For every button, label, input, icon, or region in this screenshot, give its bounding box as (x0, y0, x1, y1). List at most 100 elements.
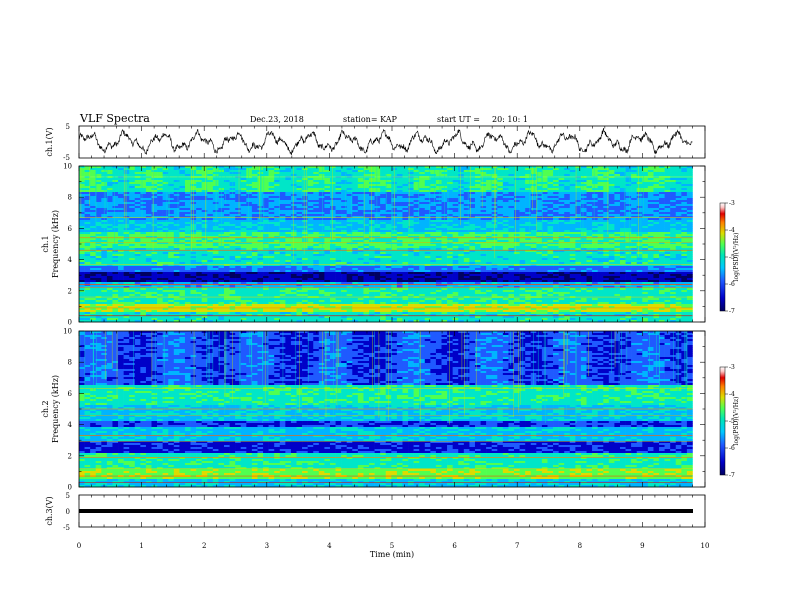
spectrogram-cell (441, 220, 448, 223)
spectrogram-cell (413, 218, 420, 221)
spectrogram-cell (207, 198, 214, 201)
spectrogram-cell (435, 236, 442, 239)
spectrogram-cell (168, 188, 175, 191)
spectrogram-cell (129, 222, 136, 225)
spectrogram-cell (575, 246, 582, 249)
spectrogram-cell (686, 244, 693, 247)
spectrogram-cell (636, 202, 643, 205)
spectrogram-cell (118, 170, 124, 173)
spectrogram-cell (79, 230, 85, 233)
spectrogram-cell (441, 240, 448, 243)
spectrogram-cell (118, 228, 124, 231)
spectrogram-cell (123, 244, 130, 247)
spectrogram-cell (675, 228, 682, 231)
spectrogram-cell (357, 182, 364, 185)
spectrogram-cell (162, 218, 169, 221)
spectrogram-cell (173, 170, 180, 173)
spectrogram-cell (396, 190, 403, 193)
spectrogram-cell (541, 240, 548, 243)
spectrogram-cell (575, 210, 582, 213)
spectrogram-cell (474, 182, 481, 185)
spectrogram-cell (346, 238, 353, 241)
spectrogram-cell (659, 234, 665, 237)
spectrogram-cell (514, 246, 520, 249)
spectrogram-cell (396, 186, 403, 189)
spectrogram-cell (530, 240, 537, 243)
spectrogram-cell (391, 238, 398, 241)
spectrogram-cell (564, 208, 571, 211)
spectrogram-cell (469, 168, 476, 171)
spectrogram-cell (95, 238, 102, 241)
spectrogram-cell (346, 250, 353, 253)
spectrogram-cell (207, 216, 214, 219)
spectrogram-cell (575, 248, 582, 251)
spectrogram-cell (608, 178, 615, 181)
spectrogram-cell (357, 244, 364, 247)
spectrogram-cell (324, 230, 331, 233)
spectrogram-cell (631, 252, 638, 255)
spectrogram-cell (486, 234, 493, 237)
spectrogram-cell (653, 202, 660, 205)
spectrogram-cell (653, 214, 660, 217)
spectrogram-cell (79, 244, 85, 247)
spectrogram-cell (447, 200, 453, 203)
spectrogram-cell (653, 200, 660, 203)
spectrogram-cell (173, 202, 180, 205)
spectrogram-cell (123, 218, 130, 221)
spectrogram-cell (352, 166, 359, 169)
spectrogram-cell (402, 172, 409, 175)
spectrogram-cell (335, 170, 342, 173)
spectrogram-cell (201, 208, 208, 211)
spectrogram-cell (268, 222, 275, 225)
spectrogram-cell (129, 218, 136, 221)
spectrogram-cell (558, 246, 565, 249)
spectrogram-cell (346, 216, 353, 219)
spectrogram-cell (597, 192, 604, 195)
spectrogram-cell (452, 174, 459, 177)
spectrogram-cell (664, 194, 671, 197)
spectrogram-cell (251, 204, 258, 207)
spectrogram-cell (547, 206, 554, 209)
spectrogram-cell (670, 186, 677, 189)
spectrogram-cell (251, 196, 258, 199)
spectrogram-cell (547, 202, 554, 205)
spectrogram-cell (447, 250, 453, 253)
spectrogram-cell (157, 210, 163, 213)
spectrogram-cell (302, 216, 308, 219)
spectrogram-cell (681, 212, 688, 215)
spectrogram-cell (106, 244, 113, 247)
spectrogram-cell (391, 250, 398, 253)
spectrogram-cell (190, 254, 197, 257)
spectrogram-cell (664, 174, 671, 177)
spectrogram-cell (179, 220, 186, 223)
spectrogram-cell (575, 172, 582, 175)
spectrogram-cell (201, 214, 208, 217)
spectrogram-cell (447, 174, 453, 177)
spectrogram-cell (268, 182, 275, 185)
spectrogram-cell (279, 222, 286, 225)
spectrogram-cell (608, 228, 615, 231)
spectrogram-cell (190, 242, 197, 245)
spectrogram-cell (335, 226, 342, 229)
spectrogram-cell (502, 172, 509, 175)
spectrogram-cell (608, 172, 615, 175)
spectrogram-cell (458, 198, 465, 201)
spectrogram-cell (285, 202, 292, 205)
spectrogram-cell (452, 222, 459, 225)
spectrogram-cell (363, 170, 370, 173)
spectrogram-cell (140, 230, 147, 233)
spectrogram-cell (324, 200, 331, 203)
spectrogram-cell (235, 198, 242, 201)
spectrogram-cell (424, 246, 431, 249)
spectrogram-cell (530, 174, 537, 177)
spectrogram-cell (564, 240, 571, 243)
spectrogram-cell (497, 212, 504, 215)
spectrogram-cell (424, 214, 431, 217)
spectrogram-cell (592, 184, 598, 187)
spectrogram-cell (396, 202, 403, 205)
spectrogram-cell (592, 218, 598, 221)
spectrogram-cell (129, 194, 136, 197)
spectrogram-cell (435, 174, 442, 177)
spectrogram-cell (90, 244, 97, 247)
spectrogram-cell (324, 184, 331, 187)
